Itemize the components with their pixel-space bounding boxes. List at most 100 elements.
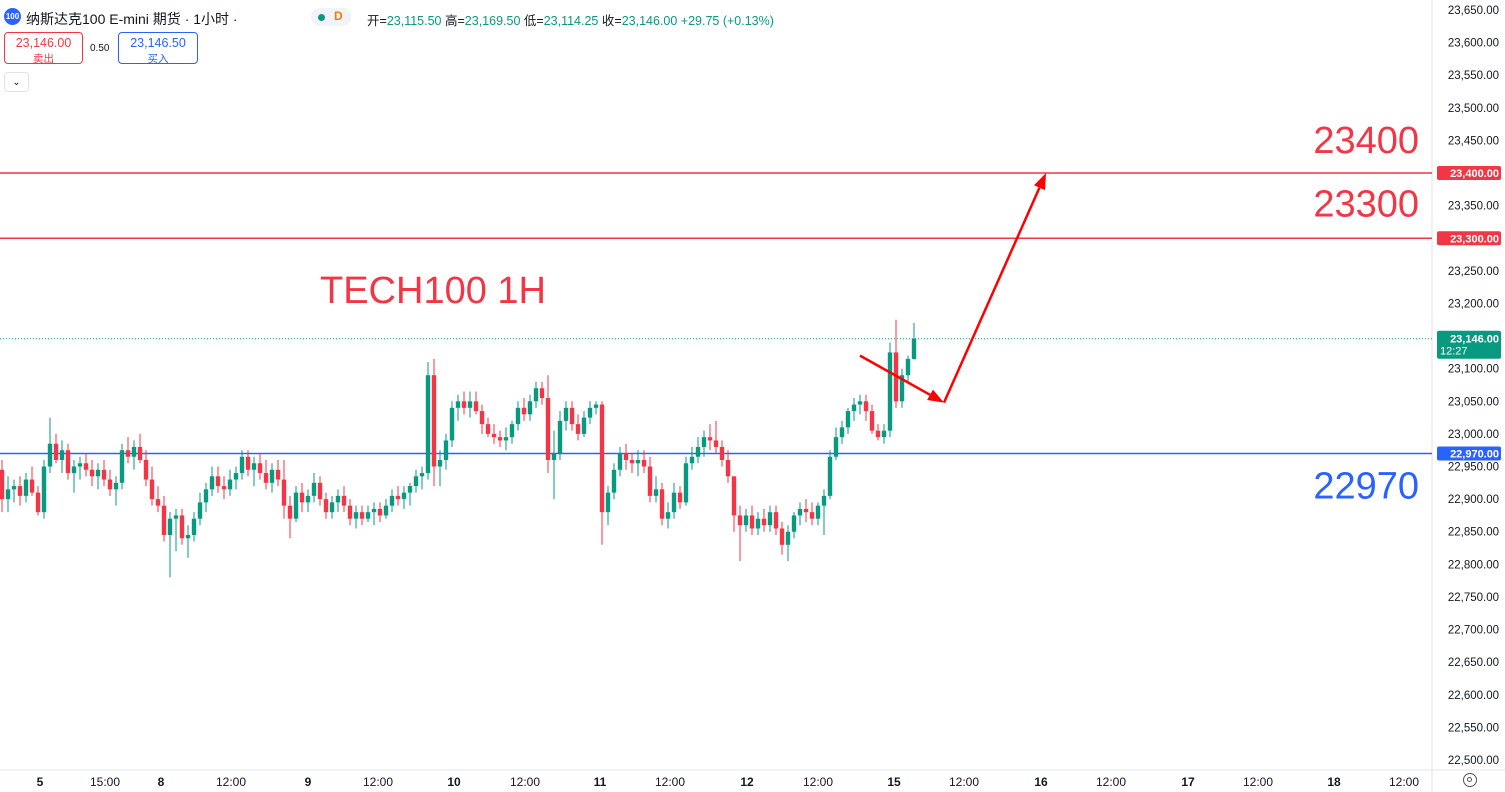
candle-body[interactable]: [911, 338, 917, 359]
candle-body[interactable]: [59, 450, 65, 460]
candle-body[interactable]: [377, 508, 383, 516]
candle-body[interactable]: [179, 515, 185, 539]
candle-body[interactable]: [29, 479, 35, 493]
candle-body[interactable]: [149, 479, 155, 500]
candle-body[interactable]: [833, 437, 839, 457]
candle-body[interactable]: [701, 437, 707, 447]
candle-body[interactable]: [509, 424, 515, 438]
candle-body[interactable]: [527, 401, 533, 415]
candle-body[interactable]: [83, 463, 89, 470]
candle-body[interactable]: [131, 446, 137, 457]
candle-body[interactable]: [167, 518, 173, 535]
candle-body[interactable]: [611, 469, 617, 493]
candle-body[interactable]: [47, 443, 53, 467]
candle-body[interactable]: [275, 469, 281, 480]
candle-body[interactable]: [737, 515, 743, 526]
symbol-title[interactable]: 纳斯达克100 E-mini 期货 · 1小时 ·: [26, 11, 238, 27]
candle-body[interactable]: [449, 407, 455, 441]
candle-body[interactable]: [383, 505, 389, 516]
candle-body[interactable]: [203, 489, 209, 503]
candle-body[interactable]: [281, 479, 287, 506]
candle-body[interactable]: [713, 440, 719, 447]
candle-body[interactable]: [443, 440, 449, 460]
candle-body[interactable]: [563, 407, 569, 421]
candle-body[interactable]: [401, 492, 407, 500]
candle-body[interactable]: [851, 404, 857, 412]
candle-body[interactable]: [269, 469, 275, 483]
candle-body[interactable]: [521, 407, 527, 415]
candle-body[interactable]: [293, 492, 299, 519]
candle-body[interactable]: [815, 505, 821, 519]
candle-body[interactable]: [743, 515, 749, 526]
candle-body[interactable]: [839, 427, 845, 438]
candle-body[interactable]: [647, 466, 653, 496]
candle-body[interactable]: [461, 401, 467, 408]
candle-body[interactable]: [791, 515, 797, 532]
sell-button[interactable]: 23,146.00 卖出: [4, 32, 83, 65]
candle-body[interactable]: [0, 469, 5, 500]
candle-body[interactable]: [455, 401, 461, 408]
candle-body[interactable]: [551, 453, 557, 460]
candle-body[interactable]: [623, 453, 629, 460]
candle-body[interactable]: [77, 463, 83, 467]
candle-body[interactable]: [515, 407, 521, 425]
candle-body[interactable]: [827, 456, 833, 496]
candle-body[interactable]: [101, 469, 107, 480]
candle-body[interactable]: [725, 460, 731, 477]
candle-body[interactable]: [545, 398, 551, 460]
candle-body[interactable]: [779, 528, 785, 545]
candle-body[interactable]: [479, 411, 485, 425]
candle-body[interactable]: [245, 456, 251, 470]
candle-body[interactable]: [707, 437, 713, 441]
candle-body[interactable]: [587, 407, 593, 418]
candle-body[interactable]: [797, 508, 803, 516]
candle-body[interactable]: [419, 473, 425, 477]
candle-body[interactable]: [23, 479, 29, 496]
candle-body[interactable]: [89, 469, 95, 477]
projection-arrow-down-shaft[interactable]: [859, 354, 931, 396]
candle-body[interactable]: [875, 430, 881, 438]
candle-body[interactable]: [53, 443, 59, 460]
candle-body[interactable]: [125, 450, 131, 457]
candle-body[interactable]: [185, 535, 191, 539]
candle-body[interactable]: [869, 411, 875, 431]
candle-body[interactable]: [161, 505, 167, 535]
candle-body[interactable]: [785, 531, 791, 545]
candle-body[interactable]: [239, 456, 245, 474]
candle-body[interactable]: [629, 460, 635, 464]
candle-body[interactable]: [659, 489, 665, 519]
candle-body[interactable]: [323, 499, 329, 513]
collapse-button[interactable]: ⌄: [4, 72, 29, 92]
candle-body[interactable]: [191, 518, 197, 535]
candle-body[interactable]: [635, 460, 641, 464]
candle-body[interactable]: [653, 489, 659, 496]
candle-body[interactable]: [857, 401, 863, 405]
candle-body[interactable]: [539, 388, 545, 399]
candle-body[interactable]: [677, 492, 683, 503]
candle-body[interactable]: [593, 404, 599, 408]
candle-body[interactable]: [887, 352, 893, 431]
candle-body[interactable]: [11, 486, 17, 490]
candle-body[interactable]: [569, 407, 575, 425]
candle-body[interactable]: [557, 420, 563, 454]
candle-body[interactable]: [683, 463, 689, 503]
candle-body[interactable]: [221, 486, 227, 490]
market-status-badge[interactable]: D: [311, 8, 351, 26]
candle-body[interactable]: [575, 424, 581, 434]
candle-body[interactable]: [371, 508, 377, 513]
candle-body[interactable]: [431, 375, 437, 467]
candle-body[interactable]: [5, 489, 11, 500]
candle-body[interactable]: [845, 411, 851, 428]
candle-body[interactable]: [767, 512, 773, 526]
candle-body[interactable]: [599, 404, 605, 513]
candle-body[interactable]: [689, 456, 695, 464]
candle-body[interactable]: [143, 460, 149, 480]
candle-body[interactable]: [71, 466, 77, 474]
candle-body[interactable]: [437, 460, 443, 467]
projection-arrow-up-shaft[interactable]: [942, 187, 1041, 404]
candle-body[interactable]: [113, 482, 119, 490]
candle-body[interactable]: [773, 512, 779, 529]
candle-body[interactable]: [821, 495, 827, 506]
buy-button[interactable]: 23,146.50 买入: [118, 32, 198, 65]
